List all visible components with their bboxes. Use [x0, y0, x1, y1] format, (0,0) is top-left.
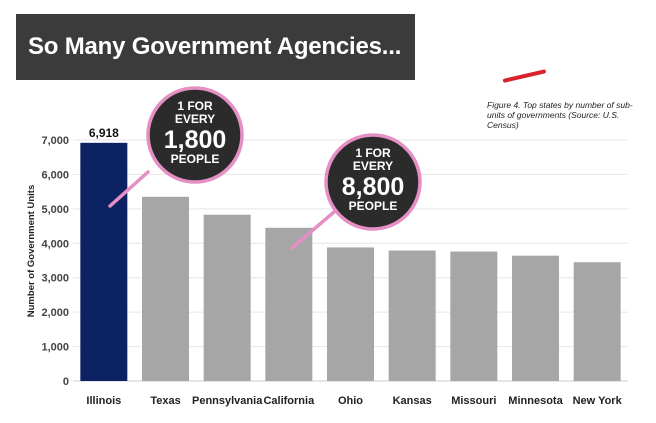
callout-number: 8,800	[342, 173, 405, 201]
x-tick-label: Minnesota	[508, 395, 563, 407]
callout-circle	[324, 133, 422, 231]
callout-pointer	[108, 170, 150, 208]
y-tick-label: 5,000	[41, 204, 69, 216]
y-tick-label: 1,000	[41, 342, 69, 354]
bar-data-label: 6,918	[89, 126, 119, 140]
callout-pointer	[290, 210, 336, 250]
bar-ohio	[327, 247, 374, 381]
y-tick-label: 3,000	[41, 273, 69, 285]
x-tick-label: Kansas	[393, 395, 432, 407]
x-tick-label: Pennsylvania	[192, 395, 263, 407]
callout-line4: PEOPLE	[171, 152, 220, 166]
bar-texas	[142, 196, 189, 381]
x-tick-label: California	[263, 395, 315, 407]
callout-line1: 1 FOR	[355, 146, 391, 160]
bar-california	[265, 227, 313, 381]
bar-minnesota	[512, 255, 559, 381]
callout-line1: 1 FOR	[177, 99, 213, 113]
y-tick-label: 0	[63, 376, 69, 388]
bar-illinois	[80, 142, 128, 381]
x-tick-label: Texas	[150, 395, 180, 407]
bar-missouri	[450, 251, 498, 381]
bar-kansas	[388, 250, 436, 381]
x-tick-label: Missouri	[451, 395, 496, 407]
page-title: So Many Government Agencies...	[28, 33, 402, 60]
x-tick-label: Illinois	[86, 395, 121, 407]
y-tick-label: 7,000	[41, 135, 69, 147]
callout-number: 1,800	[164, 126, 227, 154]
callout-line2: EVERY	[353, 159, 393, 173]
y-axis-title: Number of Government Units	[26, 185, 37, 318]
callout-line2: EVERY	[175, 112, 215, 126]
callout-line4: PEOPLE	[349, 199, 398, 213]
figure-caption: Figure 4. Top states by number of sub-un…	[487, 100, 633, 130]
x-tick-label: Ohio	[338, 395, 363, 407]
y-tick-label: 2,000	[41, 307, 69, 319]
bar-new-york	[573, 262, 621, 381]
y-tick-label: 4,000	[41, 238, 69, 250]
callout-circle	[146, 86, 244, 184]
x-tick-label: New York	[573, 395, 623, 407]
title-banner: So Many Government Agencies...	[16, 14, 415, 80]
bar-pennsylvania	[203, 214, 251, 381]
y-tick-label: 6,000	[41, 169, 69, 181]
